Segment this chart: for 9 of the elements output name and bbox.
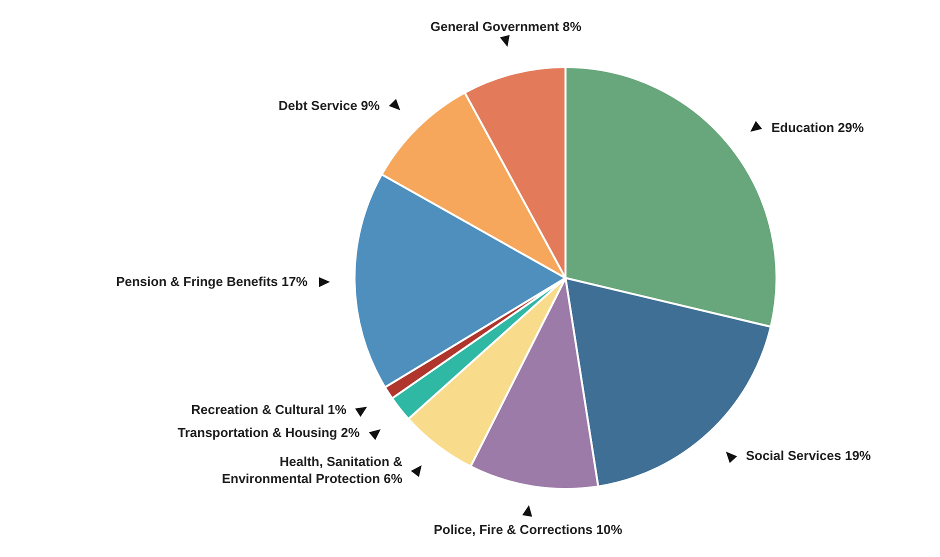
slice-label: Social Services 19% [746,447,872,464]
slice-label: Health, Sanitation & Environmental Protection 6% [220,453,402,488]
slice-label: Pension & Fringe Benefits 17% [115,273,308,290]
slice-label: General Government 8% [429,18,582,36]
slice-label: Police, Fire & Corrections 10% [432,521,624,538]
slice-label: Education 29% [771,119,865,136]
slice-label: Debt Service 9% [278,97,380,114]
slice-label: Transportation & Housing 2% [176,424,360,442]
slice-label: Recreation & Cultural 1% [190,401,346,418]
